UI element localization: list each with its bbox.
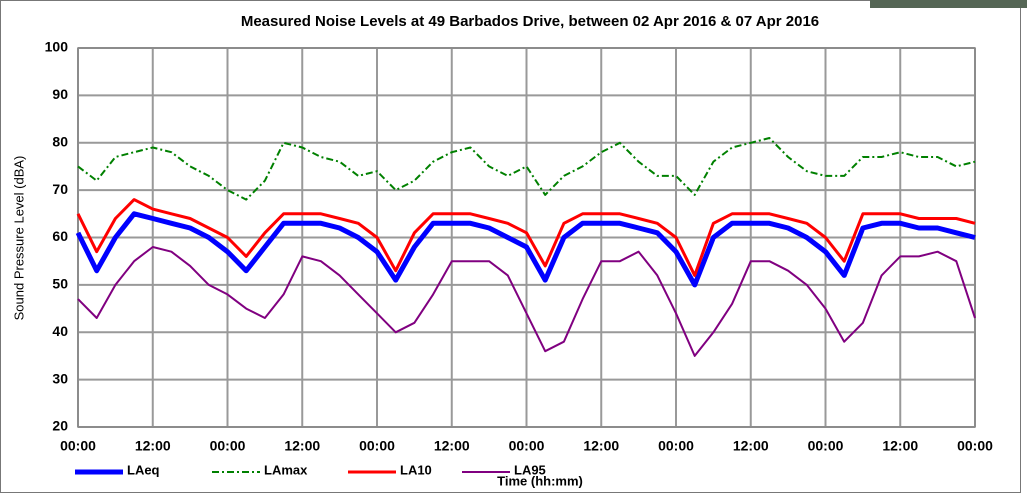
y-tick-label: 90: [52, 86, 68, 102]
y-tick-label: 30: [52, 370, 68, 386]
legend-label: LAeq: [127, 462, 160, 477]
y-tick-label: 100: [45, 39, 69, 55]
x-tick-label: 12:00: [882, 438, 918, 454]
y-tick-label: 50: [52, 276, 68, 292]
x-tick-label: 12:00: [284, 438, 320, 454]
x-tick-label: 00:00: [658, 438, 694, 454]
x-tick-label: 12:00: [434, 438, 470, 454]
x-tick-label: 00:00: [210, 438, 246, 454]
x-tick-label: 12:00: [135, 438, 171, 454]
chart-title: Measured Noise Levels at 49 Barbados Dri…: [241, 13, 819, 30]
y-tick-label: 80: [52, 133, 68, 149]
x-tick-label: 00:00: [808, 438, 844, 454]
x-tick-label: 12:00: [583, 438, 619, 454]
x-tick-label: 00:00: [60, 438, 96, 454]
y-tick-label: 60: [52, 228, 68, 244]
y-tick-label: 40: [52, 323, 68, 339]
y-tick-label: 20: [52, 418, 68, 434]
photo-strip: [870, 0, 1027, 8]
y-axis-title: Sound Pressure Level (dBA): [11, 156, 26, 321]
x-axis-title: Time (hh:mm): [497, 473, 583, 488]
x-tick-label: 12:00: [733, 438, 769, 454]
x-tick-label: 00:00: [509, 438, 545, 454]
x-tick-label: 00:00: [957, 438, 993, 454]
legend-label: LAmax: [264, 462, 308, 477]
legend-label: LA10: [400, 462, 432, 477]
x-tick-label: 00:00: [359, 438, 395, 454]
chart: Measured Noise Levels at 49 Barbados Dri…: [0, 0, 1027, 495]
y-tick-label: 70: [52, 181, 68, 197]
